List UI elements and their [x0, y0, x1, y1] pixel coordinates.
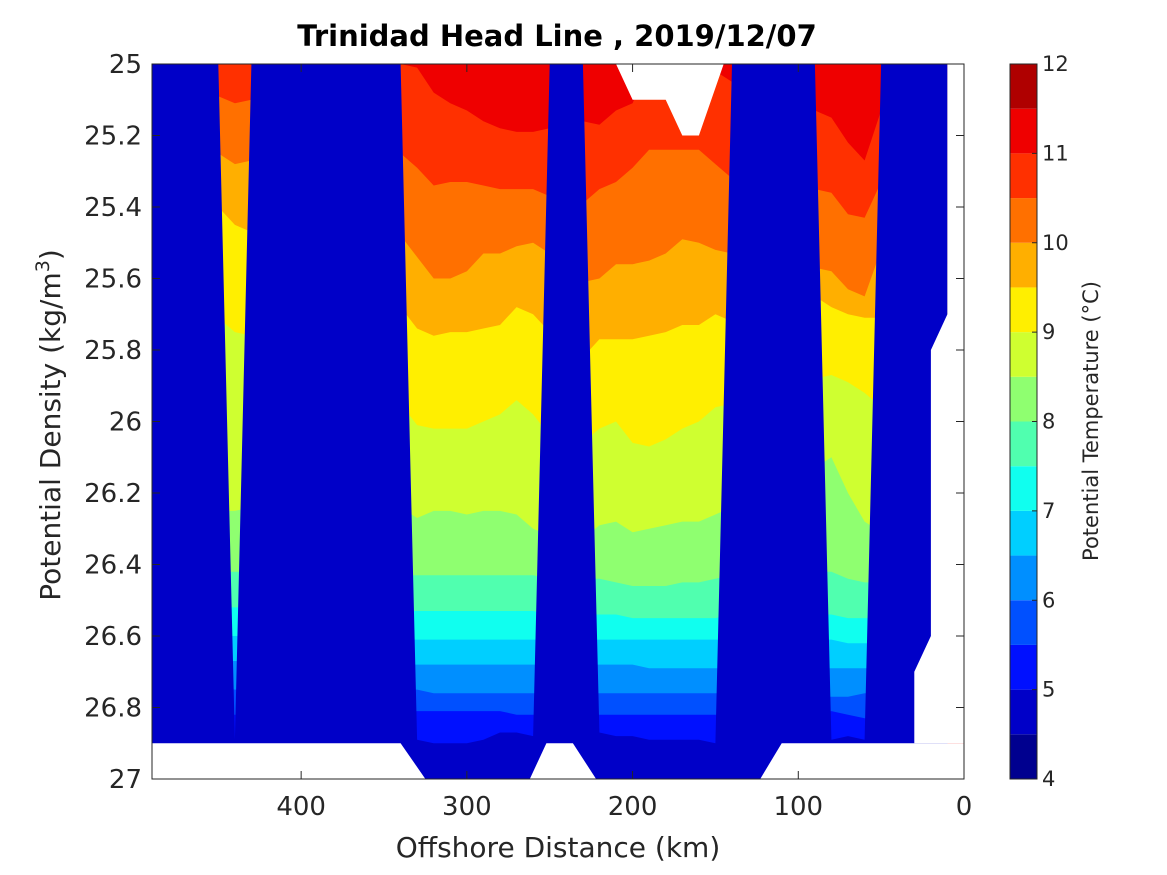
x-tick-label: 200 [608, 792, 658, 822]
colorbar-band [1010, 510, 1037, 556]
no-data-region [914, 64, 964, 744]
colorbar-tick-label: 4 [1042, 767, 1055, 791]
colorbar-band [1010, 108, 1037, 154]
x-tick-label: 0 [956, 792, 973, 822]
y-tick-label: 25.4 [84, 193, 142, 223]
colorbar-band [1010, 689, 1037, 735]
colorbar-tick-label: 12 [1042, 52, 1069, 76]
x-tick-label: 100 [773, 792, 823, 822]
y-tick-label: 25.8 [84, 336, 142, 366]
y-axis-label: Potential Density (kg/m3) [32, 249, 67, 601]
colorbar-bands [1010, 64, 1037, 779]
no-data-region [616, 64, 724, 136]
colorbar-tick-label: 7 [1042, 499, 1055, 523]
y-tick-label: 27 [109, 765, 142, 795]
colorbar-band [1010, 332, 1037, 377]
colorbar-tick-label: 11 [1042, 141, 1069, 165]
colorbar-band [1010, 153, 1037, 199]
colorbar-band [1010, 644, 1037, 690]
no-data-mask [152, 64, 964, 779]
y-tick-label: 26 [109, 408, 142, 438]
chart-title: Trinidad Head Line , 2019/12/07 [297, 19, 817, 53]
colorbar-band [1010, 555, 1037, 601]
x-axis: 400 300 200 100 0 [276, 64, 972, 822]
y-axis: 25 25.2 25.4 25.6 25.8 26 26.2 26.4 26.6 26.8 27 [84, 50, 964, 795]
no-data-region [152, 743, 426, 779]
colorbar-tick-label: 6 [1042, 588, 1055, 612]
y-tick-label: 25.6 [84, 265, 142, 295]
colorbar-tick-label: 8 [1042, 410, 1055, 434]
colorbar-label: Potential Temperature (°C) [1079, 281, 1103, 561]
x-tick-label: 300 [442, 792, 492, 822]
colorbar-band [1010, 421, 1037, 467]
y-axis-label-end: ) [34, 249, 67, 260]
colorbar-ticks: 4 5 6 7 8 9 10 11 12 [1032, 52, 1069, 791]
contour-fills [152, 64, 964, 779]
colorbar-band [1010, 64, 1037, 109]
colorbar-band [1010, 242, 1037, 288]
colorbar-band [1010, 376, 1037, 422]
y-tick-label: 26.6 [84, 622, 142, 652]
y-tick-label: 26.2 [84, 479, 142, 509]
colorbar-band [1010, 287, 1037, 333]
y-tick-label: 26.8 [84, 694, 142, 724]
colorbar: 4 5 6 7 8 9 10 11 12 [1009, 52, 1069, 791]
x-tick-label: 400 [276, 792, 326, 822]
colorbar-band [1010, 466, 1037, 511]
colorbar-tick-label: 5 [1042, 678, 1055, 702]
y-tick-label: 26.4 [84, 551, 142, 581]
contour-band-5 [152, 64, 948, 779]
no-data-region [529, 743, 597, 779]
y-axis-label-main: Potential Density (kg/m [34, 272, 67, 601]
plot-area: 25 25.2 25.4 25.6 25.8 26 26.2 26.4 26.6 26.8 27 4… [84, 50, 972, 822]
colorbar-tick-label: 9 [1042, 320, 1055, 344]
y-tick-label: 25.2 [84, 122, 142, 152]
no-data-region [760, 743, 964, 779]
colorbar-band [1010, 198, 1037, 243]
x-axis-label: Offshore Distance (km) [396, 831, 721, 864]
colorbar-band [1010, 734, 1037, 779]
colorbar-band [1010, 600, 1037, 645]
colorbar-tick-label: 10 [1042, 231, 1069, 255]
y-axis-label-superscript: 3 [32, 260, 54, 272]
y-tick-label: 25 [109, 50, 142, 80]
